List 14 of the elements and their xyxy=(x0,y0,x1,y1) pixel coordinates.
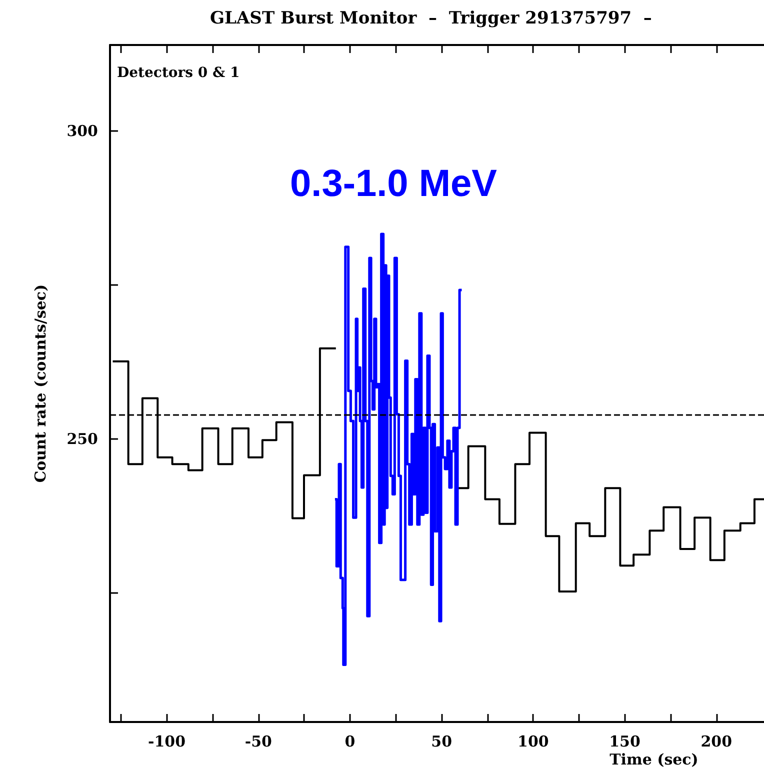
chart-title: GLAST Burst Monitor – Trigger 291375797 – xyxy=(210,8,652,28)
series-label: 0.3-1.0 MeV xyxy=(290,163,498,205)
annotation: Detectors 0 & 1 xyxy=(117,65,240,81)
x-tick-label: 50 xyxy=(431,732,452,750)
x-tick-label: 100 xyxy=(518,732,549,750)
y-tick-label: 300 xyxy=(66,122,98,140)
x-axis-title: Time (sec) xyxy=(610,750,698,768)
x-tick-label: 0 xyxy=(344,732,356,750)
x-tick-label: -50 xyxy=(244,732,272,750)
y-tick-label: 250 xyxy=(66,430,98,448)
x-tick-label: 200 xyxy=(700,732,732,750)
y-axis-title: Count rate (counts/sec) xyxy=(32,284,50,483)
x-tick-label: -100 xyxy=(148,732,186,750)
x-tick-label: 150 xyxy=(609,732,640,750)
